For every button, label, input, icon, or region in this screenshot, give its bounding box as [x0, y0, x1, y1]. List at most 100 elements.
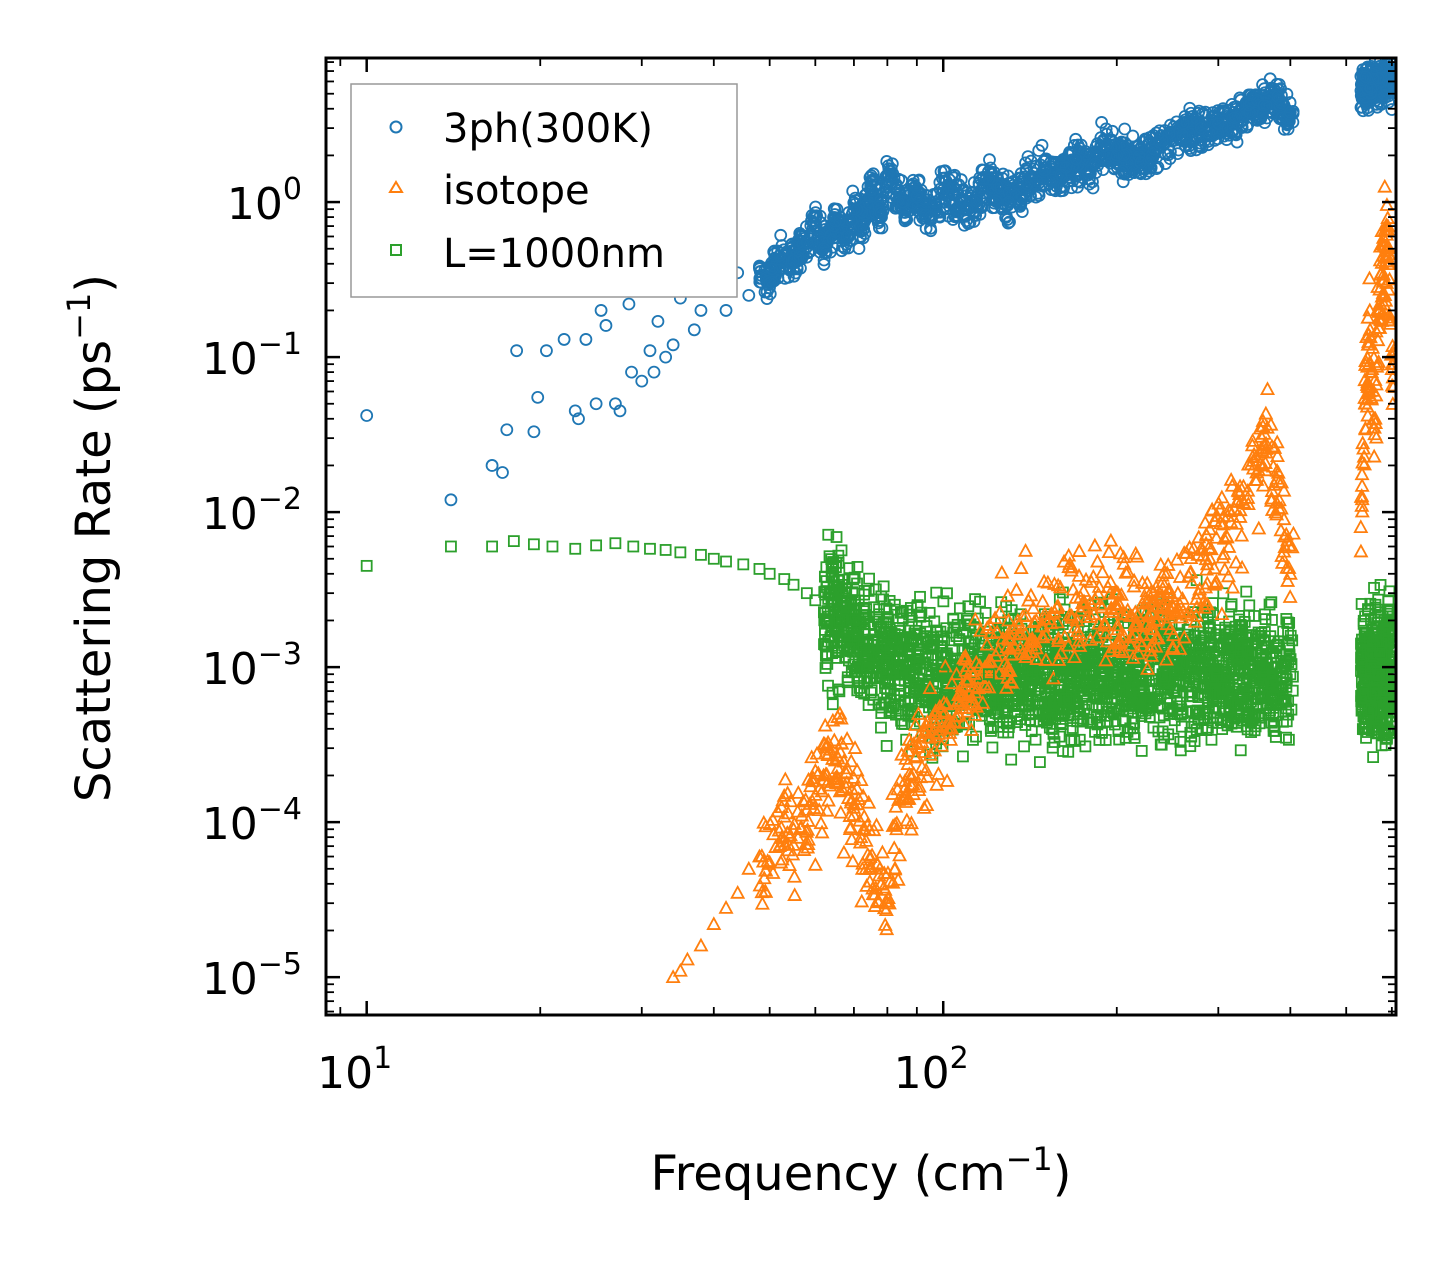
isotope-cloud-point: [979, 636, 995, 651]
isotope-cloud-point: [956, 650, 972, 665]
isotope-cloud-point: [1018, 626, 1034, 640]
isotope-cloud-point: [1116, 555, 1132, 570]
isotope-cloud-point: [1232, 509, 1248, 523]
isotope-cloud-point: [855, 855, 871, 870]
l-1000nm-cloud-point: [1231, 709, 1244, 721]
l-1000nm-cloud-point: [991, 720, 1004, 733]
isotope-cloud-point: [922, 680, 938, 695]
l-1000nm-cloud-point: [840, 587, 853, 600]
isotope-cloud-point: [1240, 496, 1256, 510]
l-1000nm-cloud-point: [822, 679, 834, 692]
l-1000nm-cloud-point: [1135, 745, 1148, 757]
l-1000nm-cloud-point: [825, 588, 838, 601]
l-1000nm-cloud-point: [984, 722, 997, 735]
isotope-cloud-point: [1180, 604, 1196, 619]
isotope-cloud-point: [1199, 527, 1215, 542]
l-1000nm-cloud-point: [1234, 644, 1247, 656]
l-1000nm-cloud-point: [1386, 715, 1396, 728]
l-1000nm-cloud-point: [1220, 715, 1233, 728]
l-1000nm-cloud-point: [1190, 723, 1203, 736]
l-1000nm-cloud-point: [1123, 684, 1136, 696]
l-1000nm-cloud-point: [1357, 685, 1370, 698]
l-1000nm-cloud-point: [1174, 744, 1187, 757]
isotope-cloud-point: [1069, 612, 1085, 627]
l-1000nm-cloud-point: [1204, 621, 1216, 633]
isotope-cloud-point: [1155, 574, 1171, 589]
isotope-cloud-point: [929, 776, 945, 791]
isotope-cloud-point: [1065, 581, 1081, 596]
isotope-cloud-point: [975, 694, 991, 709]
isotope-cloud-point: [958, 700, 974, 715]
isotope-cloud-point: [1052, 579, 1068, 594]
isotope-cloud-point: [842, 808, 858, 822]
isotope-cloud-point: [950, 692, 966, 707]
l-1000nm-cloud-point: [1374, 637, 1387, 650]
isotope-cloud-point: [1131, 645, 1147, 660]
l-1000nm-cloud-point: [1280, 613, 1293, 625]
isotope-cloud-point: [1212, 515, 1228, 530]
l-1000nm-cloud-point: [1281, 617, 1294, 629]
l-1000nm-cloud-point: [904, 682, 917, 695]
isotope-cloud-point: [1013, 560, 1029, 575]
l-1000nm-cloud-point: [1378, 624, 1391, 636]
isotope-cloud-point: [836, 844, 852, 859]
isotope-cloud-point: [911, 778, 927, 793]
l-1000nm-cloud-point: [1066, 665, 1079, 678]
isotope-cloud-point: [928, 703, 944, 717]
isotope-cloud-point: [1360, 336, 1376, 351]
isotope-cloud-point: [1240, 456, 1256, 471]
l-1000nm-cloud-point: [1365, 704, 1378, 717]
l-1000nm-cloud-point: [936, 630, 948, 643]
isotope-cloud-point: [918, 762, 934, 777]
isotope-cloud-point: [1282, 589, 1298, 603]
l-1000nm-cloud-point: [1205, 733, 1218, 746]
l-1000nm-cloud-point: [1121, 725, 1134, 738]
isotope-cloud-point: [874, 844, 890, 859]
isotope-cloud-point: [1109, 635, 1125, 650]
isotope-cloud-point: [1264, 502, 1280, 516]
isotope-cloud-point: [1071, 543, 1087, 557]
isotope-cloud-point: [871, 894, 887, 909]
isotope-cloud-point: [1126, 578, 1142, 593]
l-1000nm-cloud-point: [1381, 607, 1394, 620]
isotope-cloud-point: [754, 884, 770, 899]
isotope-cloud-point: [1015, 608, 1031, 623]
isotope-cloud-point: [1197, 514, 1213, 529]
isotope-cloud-point: [776, 808, 792, 823]
isotope-cloud-point: [1228, 554, 1244, 569]
l-1000nm-cloud-point: [1056, 718, 1069, 731]
isotope-cloud-point: [1053, 645, 1069, 660]
l-1000nm-cloud-point: [1025, 725, 1038, 738]
isotope-cloud-point: [1195, 542, 1211, 556]
isotope-cloud-point: [777, 771, 793, 786]
isotope-cloud-point: [754, 895, 770, 910]
l-1000nm-cloud-point: [902, 703, 914, 716]
l-1000nm-cloud-point: [1094, 709, 1107, 721]
l-1000nm-cloud-point: [967, 733, 979, 746]
l-1000nm-cloud-point: [1212, 654, 1225, 667]
isotope-cloud-point: [1127, 626, 1143, 641]
isotope-cloud-point: [1132, 633, 1148, 648]
isotope-cloud-point: [1280, 573, 1296, 587]
isotope-cloud-point: [840, 790, 856, 804]
l-1000nm-cloud-point: [1107, 707, 1120, 720]
l-1000nm-cloud-point: [1368, 581, 1380, 594]
isotope-cloud-point: [922, 746, 938, 761]
isotope-cloud-point: [1067, 619, 1083, 634]
isotope-cloud-point: [1103, 532, 1119, 547]
isotope-cloud-point: [1372, 295, 1388, 310]
l-1000nm-cloud-point: [887, 666, 900, 678]
l-1000nm-cloud-point: [1361, 645, 1374, 657]
isotope-cloud-point: [1259, 381, 1276, 396]
isotope-cloud-point: [1034, 618, 1050, 633]
isotope-cloud-point: [1064, 559, 1080, 574]
l-1000nm-cloud-point: [1237, 699, 1250, 712]
l-1000nm-cloud-point: [848, 666, 861, 679]
isotope-cloud-point: [1138, 590, 1154, 604]
l-1000nm-cloud-point: [1171, 666, 1184, 679]
isotope-cloud-point: [1354, 477, 1370, 492]
isotope-cloud-point: [832, 783, 848, 798]
isotope-cloud-point: [1072, 602, 1088, 617]
isotope-cloud-point: [944, 675, 960, 690]
isotope-cloud-point: [1356, 440, 1372, 455]
